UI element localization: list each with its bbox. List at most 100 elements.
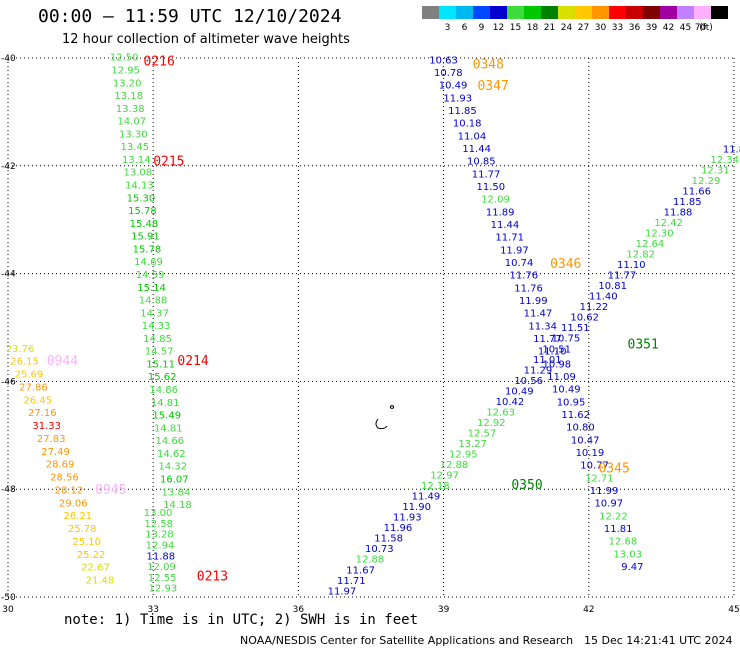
- legend-label: 3: [445, 23, 451, 33]
- x-tick-label: 36: [293, 605, 305, 612]
- wave-height-value: 11.90: [402, 502, 431, 513]
- page-title: 00:00 – 11:59 UTC 12/10/2024: [38, 6, 342, 27]
- legend-swatch: [507, 6, 524, 19]
- pass-time-label: 0215: [153, 154, 184, 169]
- wave-height-value: 10.73: [365, 544, 394, 555]
- wave-height-value: 11.34: [528, 321, 557, 332]
- legend-swatch: [592, 6, 609, 19]
- legend-label: 36: [629, 23, 641, 33]
- wave-height-value: 11.81: [604, 524, 633, 535]
- legend-swatch: [541, 6, 558, 19]
- legend-swatch: [643, 6, 660, 19]
- y-tick-label: -40: [1, 54, 16, 64]
- pass-time-label: 0350: [511, 478, 542, 493]
- y-tick-label: -42: [1, 162, 16, 172]
- wave-height-value: 13.00: [144, 508, 173, 519]
- wave-height-value: 11.85: [673, 197, 702, 208]
- wave-height-value: 11.51: [561, 323, 590, 334]
- wave-height-value: 14.18: [163, 500, 192, 511]
- wave-height-value: 13.84: [162, 487, 191, 498]
- wave-height-value: 26.15: [10, 357, 39, 368]
- wave-height-value: 12.42: [654, 218, 683, 229]
- y-tick-label: -44: [1, 270, 16, 280]
- legend-label: 15: [510, 23, 521, 33]
- wave-height-value: 14.81: [154, 423, 183, 434]
- wave-height-value: 11.44: [491, 220, 520, 231]
- credit-text: NOAA/NESDIS Center for Satellite Applica…: [240, 634, 574, 647]
- x-tick-label: 30: [2, 605, 14, 612]
- wave-height-value: 11.76: [514, 283, 543, 294]
- wave-height-value: 10.56: [514, 376, 543, 387]
- wave-height-value: 12.22: [599, 511, 628, 522]
- legend-label: 70: [695, 23, 707, 33]
- wave-height-value: 12.95: [111, 65, 140, 76]
- wave-height-value: 10.95: [557, 397, 586, 408]
- wave-height-value: 11.8: [723, 144, 740, 155]
- page-subtitle: 12 hour collection of altimeter wave hei…: [62, 32, 350, 47]
- wave-height-value: 10.42: [496, 397, 525, 408]
- legend-swatch: [456, 6, 473, 19]
- wave-height-value: 11.99: [590, 486, 619, 497]
- wave-height-value: 28.69: [46, 460, 75, 471]
- pass-time-label: 0944: [47, 354, 78, 369]
- wave-height-value: 27.83: [37, 434, 66, 445]
- wave-height-value: 12.34: [710, 155, 739, 166]
- wave-height-value: 10.49: [505, 386, 534, 397]
- wave-height-value: 10.62: [570, 313, 599, 324]
- wave-height-value: 11.49: [412, 492, 441, 503]
- wave-height-value: 10.49: [552, 385, 581, 396]
- wave-height-value: 12.94: [146, 540, 175, 551]
- x-tick-label: 45: [728, 605, 739, 612]
- wave-height-value: 10.80: [566, 423, 595, 434]
- x-tick-label: 39: [438, 605, 450, 612]
- pass-time-label: 0347: [477, 79, 508, 94]
- pass-time-label: 0351: [628, 338, 659, 353]
- wave-height-map: 30 33 36 39 42 45-40-42-44-46-48-5012.5012.95…: [1, 53, 740, 612]
- wave-height-value: 10.97: [594, 499, 623, 510]
- legend-swatch: [609, 6, 626, 19]
- wave-height-value: 23.76: [6, 344, 35, 355]
- wave-height-value: 14.86: [149, 385, 178, 396]
- legend-label: 30: [595, 23, 607, 33]
- wave-height-value: 10.19: [576, 448, 605, 459]
- legend-label: 18: [527, 23, 539, 33]
- wave-height-value: 14.13: [125, 181, 154, 192]
- pass-time-label: 0348: [473, 57, 504, 72]
- wave-height-value: 11.62: [561, 410, 590, 421]
- wave-height-value: 11.29: [524, 365, 553, 376]
- wave-height-value: 27.49: [41, 447, 70, 458]
- legend-unit: (ft): [699, 23, 713, 33]
- wave-height-value: 15.48: [130, 219, 159, 230]
- wave-height-value: 11.58: [374, 534, 403, 545]
- legend-swatch: [677, 6, 694, 19]
- wave-height-value: 15.30: [127, 193, 156, 204]
- wave-height-value: 13.08: [124, 168, 153, 179]
- wave-height-value: 10.85: [467, 157, 496, 168]
- wave-height-value: 10.77: [580, 461, 609, 472]
- x-tick-label: 33: [147, 605, 158, 612]
- wave-height-value: 11.77: [472, 169, 501, 180]
- wave-height-value: 10.49: [439, 81, 468, 92]
- wave-height-value: 11.67: [346, 565, 375, 576]
- wave-height-value: 13.30: [119, 129, 148, 140]
- wave-height-value: 11.99: [519, 296, 548, 307]
- wave-height-value: 11.71: [495, 233, 524, 244]
- color-legend: 3 6 9 12 15 18 21 24 27 30 33 36 39 42 45 70(ft): [422, 6, 728, 33]
- wave-height-value: 10.63: [429, 55, 458, 66]
- wave-height-value: 13.03: [613, 549, 642, 560]
- wave-height-value: 28.56: [50, 473, 79, 484]
- legend-swatch: [422, 6, 439, 19]
- legend-swatch: [711, 6, 728, 19]
- wave-height-value: 11.96: [384, 523, 413, 534]
- wave-height-value: 12.31: [701, 165, 730, 176]
- wave-height-value: 14.59: [136, 270, 165, 281]
- wave-height-value: 14.37: [140, 308, 169, 319]
- legend-label: 45: [680, 23, 691, 33]
- wave-height-value: 11.04: [458, 131, 487, 142]
- legend-swatch: [558, 6, 575, 19]
- pass-time-label: 0213: [197, 569, 228, 584]
- wave-height-value: 12.82: [626, 250, 655, 261]
- wave-height-value: 16.07: [160, 475, 189, 486]
- wave-height-value: 14.69: [134, 257, 163, 268]
- wave-height-value: 13.18: [114, 91, 143, 102]
